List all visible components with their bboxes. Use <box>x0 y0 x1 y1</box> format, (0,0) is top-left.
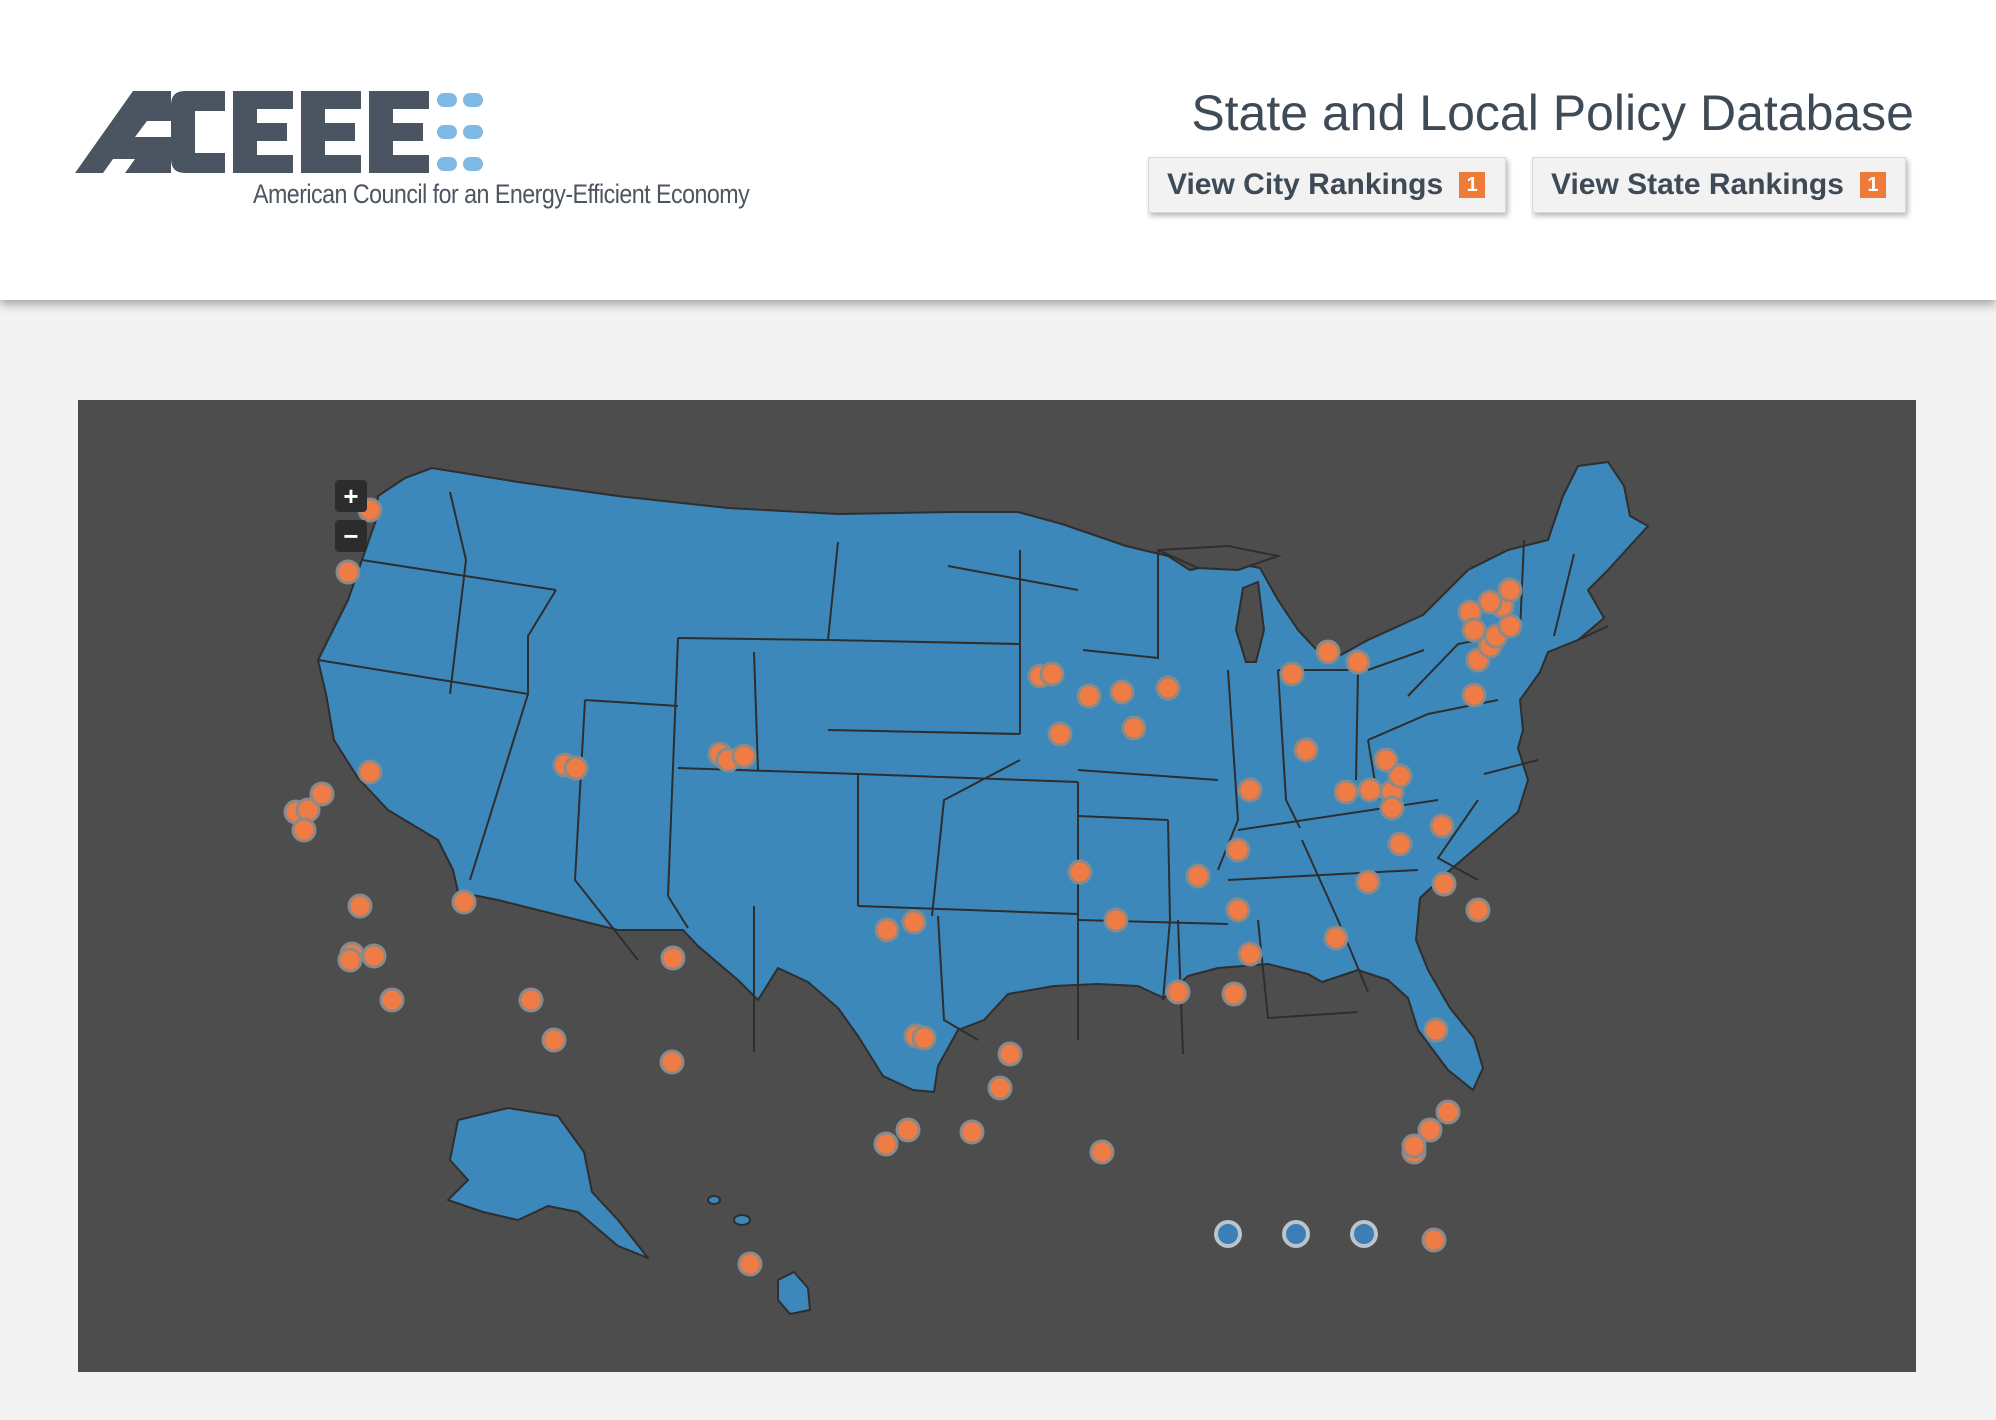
city-marker[interactable] <box>660 945 686 971</box>
page-dot[interactable] <box>1214 1220 1242 1248</box>
hawaii-island[interactable] <box>733 1214 751 1226</box>
us-map[interactable] <box>78 400 1916 1372</box>
city-marker[interactable] <box>737 1251 763 1277</box>
zoom-in-button[interactable]: + <box>335 480 367 512</box>
city-marker[interactable] <box>1323 925 1349 951</box>
contiguous-us-landmass[interactable] <box>317 461 1649 1093</box>
city-marker[interactable] <box>731 743 757 769</box>
page-dot[interactable] <box>1282 1220 1310 1248</box>
page-title: State and Local Policy Database <box>1191 85 1914 141</box>
view-state-rankings-button[interactable]: View State Rankings 1 <box>1532 157 1906 213</box>
city-marker[interactable] <box>1355 869 1381 895</box>
city-marker[interactable] <box>335 559 361 585</box>
city-marker[interactable] <box>518 987 544 1013</box>
lake-superior <box>1157 544 1282 572</box>
city-marker[interactable] <box>1401 1133 1427 1159</box>
city-marker[interactable] <box>1421 1227 1447 1253</box>
city-marker[interactable] <box>379 987 405 1013</box>
city-marker[interactable] <box>1315 639 1341 665</box>
city-marker[interactable] <box>1237 777 1263 803</box>
city-markers[interactable] <box>283 497 1523 1372</box>
city-marker[interactable] <box>1477 589 1503 615</box>
city-marker[interactable] <box>1431 871 1457 897</box>
city-marker[interactable] <box>659 1049 685 1075</box>
city-marker[interactable] <box>291 817 317 843</box>
city-marker[interactable] <box>911 1025 937 1051</box>
logo-tagline: American Council for an Energy-Efficient… <box>253 179 750 209</box>
city-marker[interactable] <box>1279 661 1305 687</box>
city-marker[interactable] <box>1237 941 1263 967</box>
city-marker[interactable] <box>563 755 589 781</box>
city-marker[interactable] <box>541 1027 567 1053</box>
lake-michigan <box>1234 580 1266 663</box>
city-marker[interactable] <box>1357 777 1383 803</box>
city-marker[interactable] <box>1067 859 1093 885</box>
city-marker[interactable] <box>1165 979 1191 1005</box>
view-state-rankings-label: View State Rankings <box>1551 168 1844 201</box>
city-marker[interactable] <box>997 1041 1023 1067</box>
ranking-icon: 1 <box>1459 172 1492 204</box>
policy-map[interactable]: + − <box>78 400 1916 1372</box>
city-marker[interactable] <box>1121 715 1147 741</box>
zoom-out-button[interactable]: − <box>335 520 367 552</box>
city-marker[interactable] <box>1293 737 1319 763</box>
city-marker[interactable] <box>1461 617 1487 643</box>
city-marker[interactable] <box>1379 795 1405 821</box>
city-marker[interactable] <box>1103 907 1129 933</box>
city-marker[interactable] <box>873 1131 899 1157</box>
city-marker[interactable] <box>1465 897 1491 923</box>
city-marker[interactable] <box>451 889 477 915</box>
aceee-logo-mark <box>75 91 483 173</box>
alaska[interactable] <box>447 1107 649 1259</box>
city-marker[interactable] <box>1109 679 1135 705</box>
ranking-icon: 1 <box>1859 172 1892 204</box>
city-marker[interactable] <box>901 909 927 935</box>
city-marker[interactable] <box>309 781 335 807</box>
city-marker[interactable] <box>895 1117 921 1143</box>
city-marker[interactable] <box>1387 831 1413 857</box>
city-marker[interactable] <box>1076 683 1102 709</box>
view-city-rankings-button[interactable]: View City Rankings 1 <box>1148 157 1506 213</box>
city-marker[interactable] <box>1039 661 1065 687</box>
city-marker[interactable] <box>1345 649 1371 675</box>
city-marker[interactable] <box>1373 747 1399 773</box>
city-marker[interactable] <box>1461 682 1487 708</box>
city-marker[interactable] <box>357 759 383 785</box>
city-marker[interactable] <box>1333 779 1359 805</box>
aceee-logo[interactable]: American Council for an Energy-Efficient… <box>75 85 750 225</box>
hawaii-big-island[interactable] <box>777 1271 811 1315</box>
city-marker[interactable] <box>1089 1139 1115 1165</box>
city-marker[interactable] <box>1429 813 1455 839</box>
city-marker[interactable] <box>347 893 373 919</box>
city-marker[interactable] <box>1497 577 1523 603</box>
city-marker[interactable] <box>1047 721 1073 747</box>
page-dot[interactable] <box>1350 1220 1378 1248</box>
carousel-pagination[interactable] <box>1214 1220 1378 1248</box>
city-marker[interactable] <box>1417 1117 1443 1143</box>
city-marker[interactable] <box>1225 837 1251 863</box>
city-marker[interactable] <box>1435 1099 1461 1125</box>
city-marker[interactable] <box>874 917 900 943</box>
city-marker[interactable] <box>361 943 387 969</box>
city-marker[interactable] <box>1185 863 1211 889</box>
city-marker[interactable] <box>987 1075 1013 1101</box>
view-city-rankings-label: View City Rankings <box>1167 168 1444 201</box>
hawaii-island[interactable] <box>707 1195 721 1205</box>
city-marker[interactable] <box>1387 763 1413 789</box>
city-marker[interactable] <box>1155 675 1181 701</box>
city-marker[interactable] <box>959 1119 985 1145</box>
city-marker[interactable] <box>1221 981 1247 1007</box>
city-marker[interactable] <box>1423 1017 1449 1043</box>
city-marker[interactable] <box>337 947 363 973</box>
city-marker[interactable] <box>1225 897 1251 923</box>
site-header: American Council for an Energy-Efficient… <box>0 0 1996 300</box>
